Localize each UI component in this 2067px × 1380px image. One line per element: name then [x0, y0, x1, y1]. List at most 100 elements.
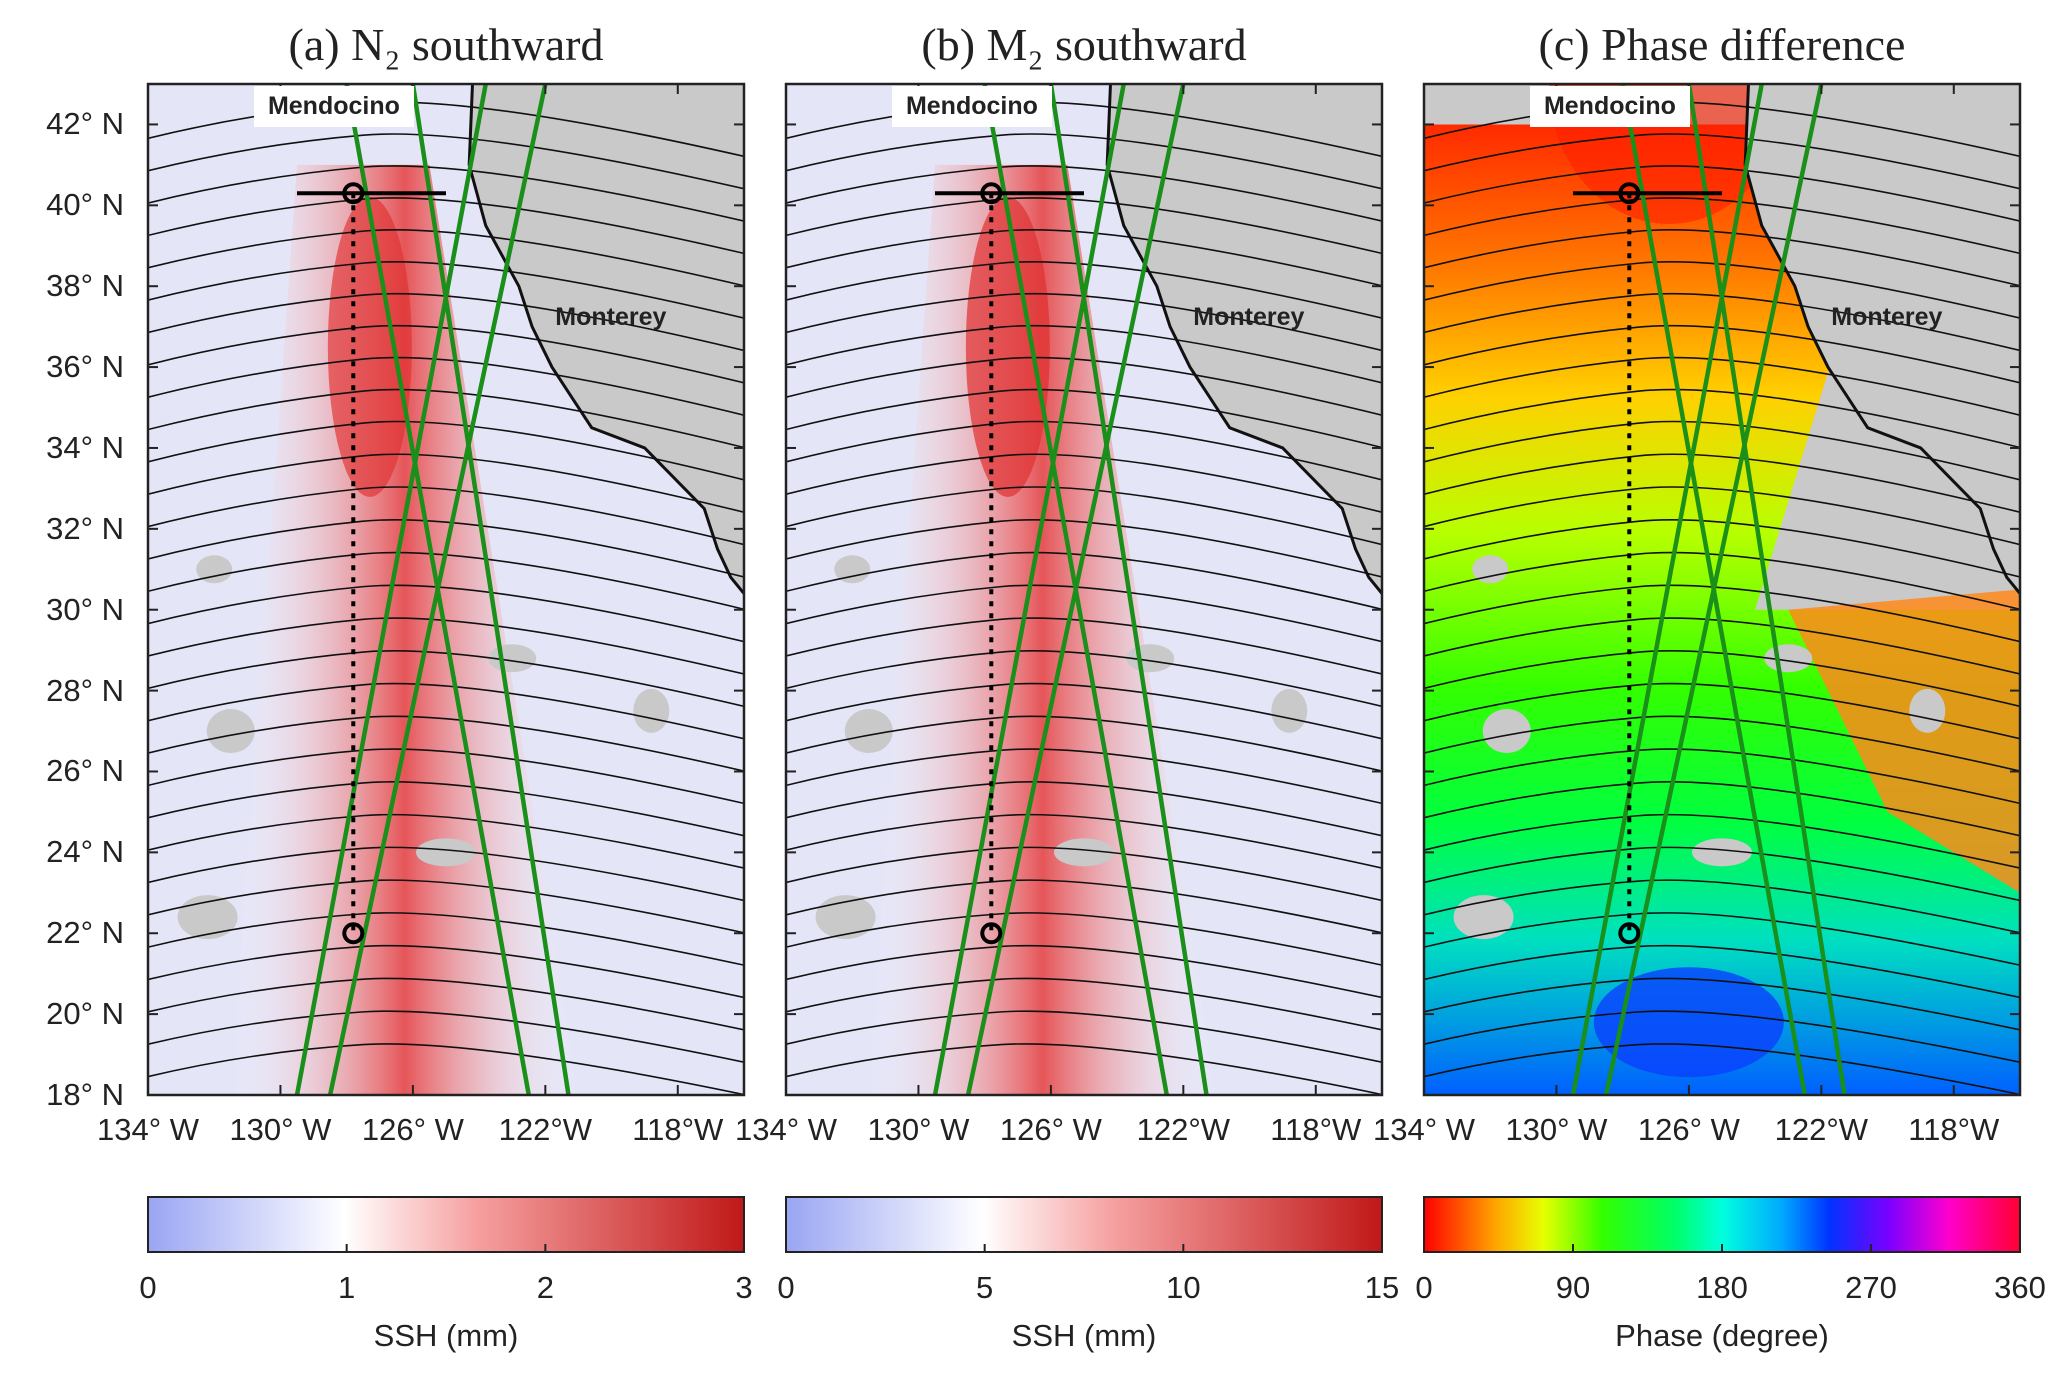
phase-contour [148, 846, 744, 902]
y-tick-label: 30° N [46, 591, 124, 627]
phase-contour [1424, 165, 2020, 222]
x-tick-label: 130° W [1505, 1112, 1608, 1147]
phase-contour [786, 453, 1382, 514]
data-gap [196, 555, 233, 584]
y-tick-label: 34° N [46, 429, 124, 465]
phase-contour [148, 617, 744, 675]
phase-contour [1424, 912, 2020, 966]
phase-contour [148, 486, 744, 546]
data-gap [206, 709, 255, 754]
source-marker [342, 182, 365, 205]
phase-contour [786, 813, 1382, 869]
colorbar-tick-label: 1 [338, 1270, 356, 1305]
phase-contour [148, 682, 744, 740]
colorbar-b [785, 1196, 1383, 1253]
data-gap [844, 709, 893, 754]
phase-contour [1424, 846, 2020, 902]
phase-contour [1424, 617, 2020, 675]
phase-contour [148, 165, 744, 222]
phase-contour [148, 1043, 744, 1095]
phase-contour [148, 813, 744, 869]
map-frame [784, 82, 1384, 1097]
phase-contour [786, 292, 1382, 352]
colorbar-tick-label: 3 [735, 1270, 753, 1305]
phase-contour [786, 879, 1382, 934]
phase-contour [1424, 388, 2020, 449]
phase-contour [786, 846, 1382, 902]
phase-contour [148, 133, 744, 190]
y-tick-label: 28° N [46, 672, 124, 708]
phase-contour [1424, 715, 2020, 772]
phase-contour [148, 1010, 744, 1063]
y-tick-label: 42° N [46, 106, 124, 142]
phase-contour [786, 197, 1382, 255]
phase-contour [148, 715, 744, 772]
phase-contour [786, 486, 1382, 546]
colorbar-label-b: SSH (mm) [1011, 1318, 1157, 1353]
phase-contour [1424, 229, 2020, 287]
data-gap [834, 555, 871, 584]
y-tick-label: 18° N [46, 1077, 124, 1112]
beam-line [327, 84, 548, 1095]
colorbar-tick-label: 10 [1166, 1270, 1201, 1305]
phase-contour [786, 324, 1382, 384]
phase-contour [1424, 682, 2020, 740]
phase-contour [148, 912, 744, 966]
colorbar-tick-label: 270 [1845, 1270, 1897, 1305]
beam-line [965, 84, 1186, 1095]
phase-contour [148, 584, 744, 643]
source-marker [1618, 182, 1641, 205]
phase-contour [1424, 518, 2020, 578]
beam-line [1686, 84, 1847, 1095]
y-tick-label: 20° N [46, 996, 124, 1032]
colorbar-tick-label: 5 [976, 1270, 994, 1305]
phase-contour [786, 977, 1382, 1031]
phase-contour [1424, 977, 2020, 1031]
phase-contour [1424, 879, 2020, 934]
data-gap [1692, 838, 1752, 867]
beam-line [410, 84, 571, 1095]
end-marker [1618, 922, 1641, 945]
x-tick-label: 122°W [1136, 1112, 1231, 1147]
source-marker [980, 182, 1003, 205]
label-monterey: Monterey [555, 302, 667, 331]
phase-contour [148, 388, 744, 449]
phase-contour [1424, 133, 2020, 190]
coastline [1743, 84, 2020, 595]
phase-contour [148, 781, 744, 837]
phase-contour [1424, 292, 2020, 352]
colorbar-tick-label: 0 [139, 1270, 157, 1305]
y-tick-label: 24° N [46, 834, 124, 870]
y-tick-label: 40° N [46, 187, 124, 223]
phase-blue-patch [1593, 967, 1784, 1078]
beam-line [1603, 84, 1824, 1095]
x-tick-label: 122°W [498, 1112, 593, 1147]
phase-contour [786, 912, 1382, 966]
colorbar-tick-label: 90 [1555, 1270, 1591, 1305]
y-tick-label: 32° N [46, 510, 124, 546]
x-tick-label: 118°W [1270, 1112, 1362, 1147]
phase-contour [786, 715, 1382, 772]
x-tick-label: 118°W [1908, 1112, 2000, 1147]
panel-title-b: (b) M₂ southward [921, 19, 1247, 70]
phase-contour [1424, 356, 2020, 416]
x-tick-label: 134° W [1373, 1112, 1475, 1147]
map-panel-c [1422, 82, 2022, 1253]
phase-contour [786, 420, 1382, 481]
phase-contour [1424, 748, 2020, 805]
colorbar-tick-label: 0 [1415, 1270, 1433, 1305]
phase-contour [1424, 1043, 2020, 1095]
y-tick-label: 26° N [46, 753, 124, 789]
beam-line [932, 84, 1126, 1095]
phase-contour [148, 292, 744, 352]
phase-contour [786, 133, 1382, 190]
label-monterey: Monterey [1831, 302, 1943, 331]
phase-contour [786, 748, 1382, 805]
label-mendocino: Mendocino [253, 86, 414, 128]
phase-contour [1424, 551, 2020, 611]
x-tick-label: 134° W [735, 1112, 837, 1147]
phase-contour [148, 748, 744, 805]
phase-contour [786, 551, 1382, 611]
